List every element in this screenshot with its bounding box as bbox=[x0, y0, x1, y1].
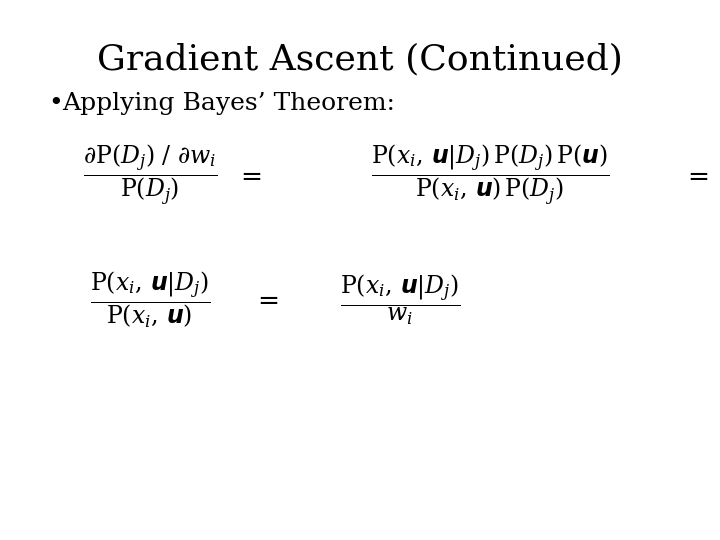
Text: $=$: $=$ bbox=[252, 287, 278, 313]
Text: $\dfrac{\mathrm{P}(x_i,\,\boldsymbol{u}|D_j)\,\mathrm{P}(D_j)\,\mathrm{P}(\bolds: $\dfrac{\mathrm{P}(x_i,\,\boldsymbol{u}|… bbox=[371, 143, 609, 207]
Text: $\dfrac{\mathrm{P}(x_i,\,\boldsymbol{u}|D_j)}{\mathrm{P}(x_i,\,\boldsymbol{u})}$: $\dfrac{\mathrm{P}(x_i,\,\boldsymbol{u}|… bbox=[89, 269, 210, 330]
Text: $\dfrac{\mathrm{P}(x_i,\,\boldsymbol{u}|D_j)}{w_i}$: $\dfrac{\mathrm{P}(x_i,\,\boldsymbol{u}|… bbox=[340, 273, 460, 327]
Text: •: • bbox=[48, 92, 63, 115]
Text: $\dfrac{\partial\mathrm{P}(D_j)\ /\ \partial w_i}{\mathrm{P}(D_j)}$: $\dfrac{\partial\mathrm{P}(D_j)\ /\ \par… bbox=[83, 143, 217, 207]
Text: Gradient Ascent (Continued): Gradient Ascent (Continued) bbox=[97, 42, 623, 76]
Text: $=$: $=$ bbox=[682, 163, 708, 187]
Text: Applying Bayes’ Theorem:: Applying Bayes’ Theorem: bbox=[62, 92, 395, 115]
Text: $=$: $=$ bbox=[235, 163, 261, 187]
